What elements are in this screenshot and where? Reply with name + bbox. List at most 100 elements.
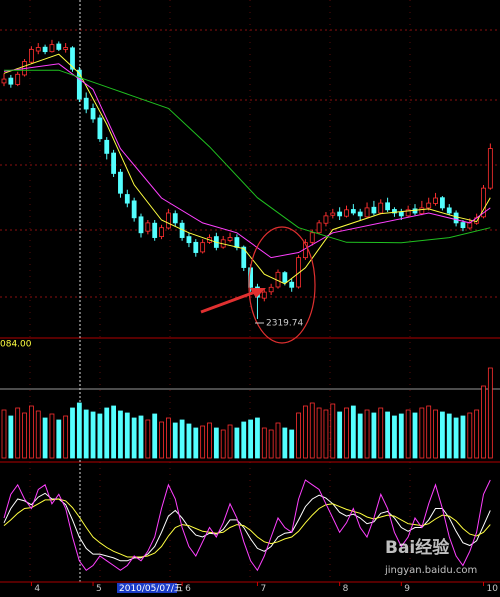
volume-bar: [275, 422, 281, 459]
candle-body: [481, 187, 486, 218]
volume-top-label: 084.00: [0, 340, 32, 350]
candle-body: [261, 291, 267, 299]
volume-bar: [186, 423, 192, 459]
candle-body: [289, 281, 295, 288]
candle-body: [419, 207, 425, 215]
volume-bar: [1, 409, 7, 459]
volume-bar: [145, 419, 151, 459]
volume-bar: [392, 415, 397, 459]
volume-bar: [227, 424, 233, 459]
x-tick-label: 7: [260, 584, 266, 593]
candle-body: [350, 209, 356, 214]
candle-body: [172, 213, 178, 224]
volume-bar: [371, 412, 377, 459]
candle-body: [131, 200, 137, 219]
candle-body: [234, 237, 240, 248]
volume-bar: [296, 412, 301, 459]
volume-bar: [165, 417, 171, 459]
volume-bar: [200, 425, 206, 459]
candle-body: [323, 215, 329, 224]
volume-bar: [70, 407, 75, 459]
volume-bar: [138, 415, 144, 459]
volume-bar: [460, 415, 466, 459]
moving-average-line: [3, 63, 491, 259]
candle-body: [8, 77, 14, 85]
volume-bar: [419, 407, 425, 459]
arrow: [200, 290, 256, 314]
volume-bar: [426, 405, 432, 459]
candle-body: [467, 222, 473, 229]
candle-body: [193, 241, 199, 253]
volume-bar: [282, 427, 288, 459]
volume-bar: [118, 410, 123, 459]
candle-body: [337, 211, 343, 217]
x-tick-label: 4: [34, 584, 40, 593]
volume-bar: [453, 417, 459, 459]
moving-average-line: [3, 53, 491, 285]
cursor-label-box: [117, 583, 177, 593]
volume-bar: [385, 411, 391, 459]
candle-body: [392, 209, 397, 214]
low-annotation: 2319.74: [266, 319, 303, 329]
x-axis-band: [0, 582, 500, 593]
volume-bar: [378, 407, 384, 459]
candle-body: [111, 152, 116, 174]
volume-bar: [481, 385, 486, 459]
volume-bar: [22, 412, 27, 459]
candle-body: [296, 257, 301, 288]
volume-bar: [111, 405, 116, 459]
volume-bar: [412, 412, 418, 459]
layout: [0, 0, 500, 582]
volume-bar: [316, 407, 322, 459]
volume-bar: [241, 421, 247, 459]
indicator-line: [3, 498, 491, 558]
candle-body: [15, 73, 21, 85]
x-tick-label: 5: [96, 584, 102, 593]
candle-body: [1, 78, 7, 84]
volume-bar: [220, 429, 226, 459]
volume-bar: [344, 407, 349, 459]
highlight-ellipse: [248, 226, 316, 344]
candle-body: [145, 222, 151, 232]
volume-bar: [357, 413, 363, 459]
candle-body: [49, 44, 55, 53]
candle-body: [104, 139, 110, 154]
volume-bar: [90, 411, 96, 459]
volume-bar: [193, 427, 199, 459]
candle-body: [446, 207, 452, 214]
volume-bar: [330, 403, 336, 459]
candle-body: [487, 148, 493, 189]
volume-bar: [28, 405, 34, 459]
candle-body: [453, 212, 459, 224]
volume-bar: [487, 367, 493, 459]
candle-body: [398, 211, 404, 217]
candle-body: [330, 212, 336, 216]
candle-body: [200, 242, 206, 253]
volume-bar: [8, 415, 14, 459]
volume-bar: [309, 402, 315, 459]
candle-body: [63, 47, 69, 50]
volume-bar: [131, 417, 137, 459]
volume-bar: [83, 409, 89, 459]
candle-body: [76, 69, 82, 100]
volume-bar: [398, 413, 404, 459]
candle-body: [364, 207, 370, 218]
candle-body: [28, 49, 34, 63]
candle-body: [309, 232, 315, 243]
candle-body: [138, 216, 144, 234]
candle-body: [97, 117, 103, 140]
candle-body: [152, 222, 158, 238]
volume-bar: [433, 409, 438, 459]
candle-body: [378, 202, 384, 214]
volume-bar: [97, 413, 103, 459]
volume-bar: [207, 422, 212, 459]
volume-bar: [337, 411, 343, 459]
candle-body: [227, 237, 233, 241]
watermark-brand: Bai经验: [385, 537, 450, 558]
volume-bar: [255, 417, 260, 459]
indicator-line: [3, 492, 491, 562]
volume-bar: [104, 407, 110, 459]
candle-body: [56, 43, 62, 50]
candle-body: [241, 246, 247, 268]
